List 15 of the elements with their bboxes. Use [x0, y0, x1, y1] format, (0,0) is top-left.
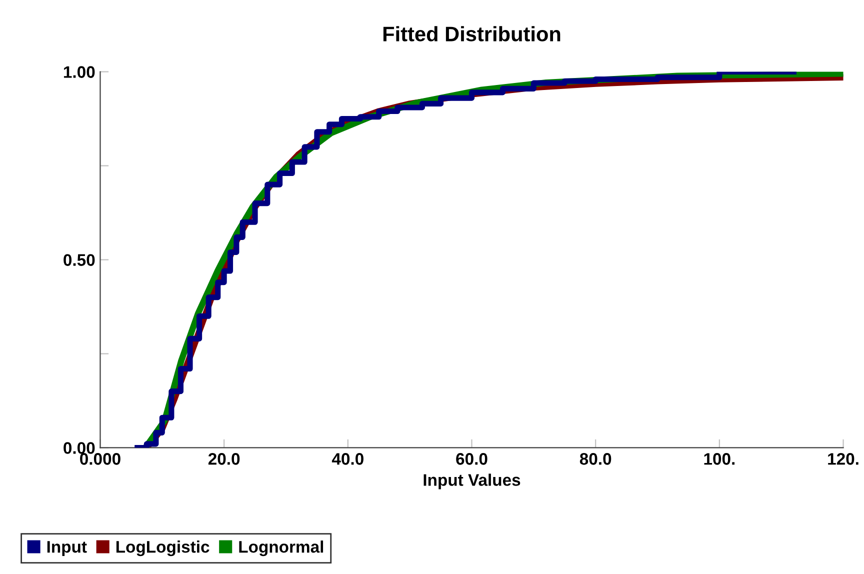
x-axis-title: Input Values	[424, 474, 520, 490]
x-tick-label: 100.	[704, 453, 734, 465]
legend-label: LogLogistic	[116, 540, 210, 556]
legend-label: Input	[47, 541, 87, 556]
x-tick-label: 0.000	[80, 453, 120, 465]
y-tick-label: 0.50	[64, 254, 95, 266]
chart-title: Fitted Distribution	[383, 26, 560, 42]
x-tick-label: 80.0	[580, 453, 612, 465]
x-tick-label: 20.0	[208, 453, 240, 465]
legend-label: Lognormal	[239, 540, 324, 556]
y-tick-label: 1.00	[64, 66, 95, 78]
x-tick-label: 40.0	[332, 453, 364, 465]
x-tick-label: 120.	[828, 453, 858, 465]
y-tick-label: 0.00	[64, 442, 95, 454]
x-tick-label: 60.0	[456, 453, 488, 465]
